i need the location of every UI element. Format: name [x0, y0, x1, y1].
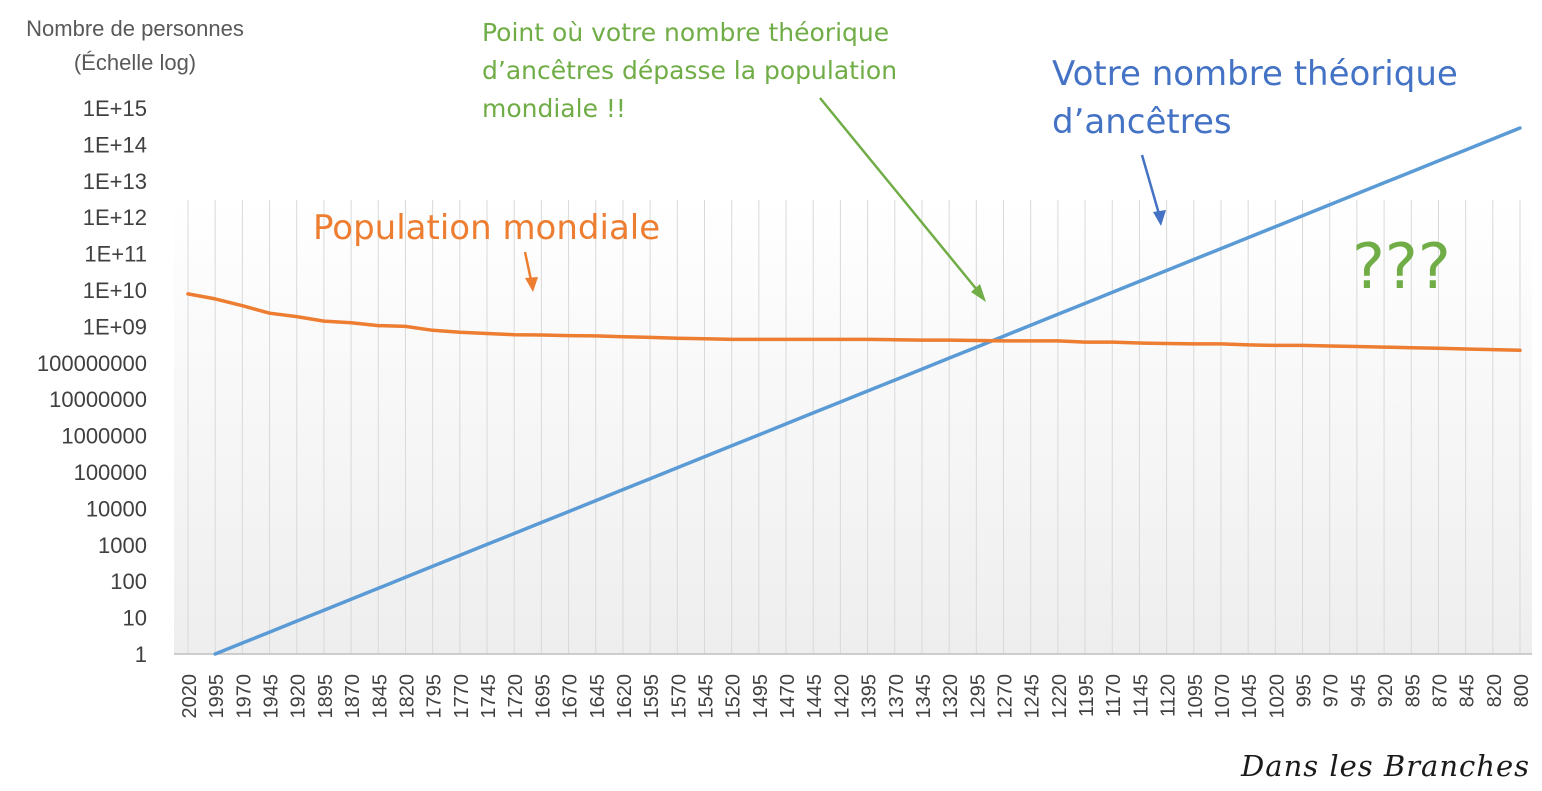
ancestors-annotation: Votre nombre théorique d’ancêtres [1052, 50, 1512, 146]
x-tick-label: 845 [1457, 674, 1479, 707]
x-tick-label: 1320 [940, 674, 962, 719]
x-tick-label: 1420 [831, 674, 853, 719]
y-tick-label: 10 [123, 606, 147, 631]
y-axis: 1 10 100 1000 10000 100000 1000000 10000000 1000… [37, 96, 147, 667]
x-tick-label: 1820 [396, 674, 418, 719]
x-tick-label: 1695 [532, 674, 554, 719]
y-tick-label: 1E+15 [83, 96, 147, 121]
crossover-annotation-line-2: d’ancêtres dépasse la population [482, 56, 898, 85]
y-tick-label: 1E+09 [83, 314, 147, 339]
x-tick-label: 1445 [804, 674, 826, 719]
x-tick-label: 870 [1429, 674, 1451, 707]
x-tick-label: 1020 [1266, 674, 1288, 719]
crossover-annotation: Point où votre nombre théorique d’ancêtr… [482, 14, 942, 128]
ancestors-annotation-line-1: Votre nombre théorique [1052, 54, 1458, 94]
y-tick-label: 1000 [98, 533, 147, 558]
x-tick-label: 1620 [614, 674, 636, 719]
grid [174, 200, 1532, 655]
orange-arrow-head [525, 277, 538, 292]
x-tick-label: 1295 [967, 674, 989, 719]
x-tick-label: 1370 [886, 674, 908, 719]
x-tick-label: 1120 [1158, 674, 1180, 717]
population-annotation: Population mondiale [313, 208, 661, 248]
x-tick-label: 1045 [1239, 674, 1261, 719]
x-tick-label: 920 [1375, 674, 1397, 707]
annotation-arrows [523, 97, 1166, 302]
orange-arrow [523, 251, 533, 281]
x-tick-label: 1245 [1022, 674, 1044, 719]
x-tick-label: 1920 [288, 674, 310, 719]
x-tick-label: 895 [1402, 674, 1424, 707]
signature-logo: Dans les Branches [1241, 749, 1530, 783]
x-tick-label: 1145 [1130, 674, 1152, 717]
x-tick-label: 1270 [995, 674, 1017, 719]
x-tick-label: 1070 [1212, 674, 1234, 719]
x-tick-label: 1220 [1049, 674, 1071, 719]
x-tick-label: 1720 [505, 674, 527, 719]
x-tick-label: 945 [1348, 674, 1370, 707]
y-tick-label: 1E+14 [83, 132, 147, 157]
x-tick-label: 820 [1484, 674, 1506, 707]
x-tick-label: 1970 [233, 674, 255, 719]
x-tick-label: 1845 [369, 674, 391, 719]
x-tick-label: 1495 [750, 674, 772, 719]
x-tick-label: 800 [1511, 674, 1533, 707]
crossover-annotation-line-1: Point où votre nombre théorique [482, 18, 890, 47]
x-tick-label: 1670 [560, 674, 582, 719]
y-axis-label-line-2: (Échelle log) [73, 50, 197, 75]
plot-area [174, 200, 1532, 654]
x-tick-label: 1945 [261, 674, 283, 719]
y-axis-label-line-1: Nombre de personnes [26, 16, 244, 41]
y-tick-label: 1E+13 [83, 169, 147, 194]
y-tick-label: 100 [110, 569, 147, 594]
population-line [186, 292, 1522, 353]
y-tick-label: 10000 [86, 496, 147, 521]
x-axis: 2020 1995 1970 1945 1920 1895 1870 1845 1820 1795… [179, 674, 1533, 719]
y-tick-label: 1E+10 [83, 278, 147, 303]
x-tick-label: 1095 [1185, 674, 1207, 719]
x-tick-label: 1745 [478, 674, 500, 719]
x-tick-label: 1895 [315, 674, 337, 719]
x-tick-label: 2020 [179, 674, 201, 719]
y-tick-label: 100000 [74, 460, 147, 485]
x-tick-label: 995 [1294, 674, 1316, 707]
x-tick-label: 1395 [859, 674, 881, 719]
ancestors-line [213, 126, 1522, 656]
question-marks: ??? [1352, 230, 1451, 303]
x-tick-label: 1595 [641, 674, 663, 719]
y-tick-label: 1E+12 [83, 205, 147, 230]
y-tick-label: 10000000 [49, 387, 147, 412]
green-arrow [819, 97, 983, 297]
blue-arrow-head [1153, 210, 1166, 226]
green-arrow-head [971, 284, 986, 302]
x-tick-label: 1170 [1103, 674, 1125, 717]
y-tick-label: 100000000 [37, 351, 147, 376]
x-tick-label: 970 [1321, 674, 1343, 707]
x-tick-label: 1545 [695, 674, 717, 719]
blue-arrow [1140, 154, 1161, 215]
x-tick-label: 1345 [913, 674, 935, 719]
y-tick-label: 1E+11 [84, 242, 147, 267]
x-tick-label: 1520 [723, 674, 745, 719]
x-tick-label: 1470 [777, 674, 799, 719]
series-lines [186, 126, 1522, 656]
x-tick-label: 1645 [587, 674, 609, 719]
x-tick-label: 1195 [1076, 674, 1098, 717]
x-tick-label: 1870 [342, 674, 364, 719]
y-tick-label: 1000000 [61, 424, 147, 449]
crossover-annotation-line-3: mondiale !! [482, 94, 626, 123]
x-tick-label: 1570 [668, 674, 690, 719]
x-tick-label: 1770 [451, 674, 473, 719]
y-tick-label: 1 [135, 642, 147, 667]
ancestors-annotation-line-2: d’ancêtres [1052, 102, 1232, 142]
x-tick-label: 1795 [424, 674, 446, 719]
x-tick-label: 1995 [206, 674, 228, 719]
